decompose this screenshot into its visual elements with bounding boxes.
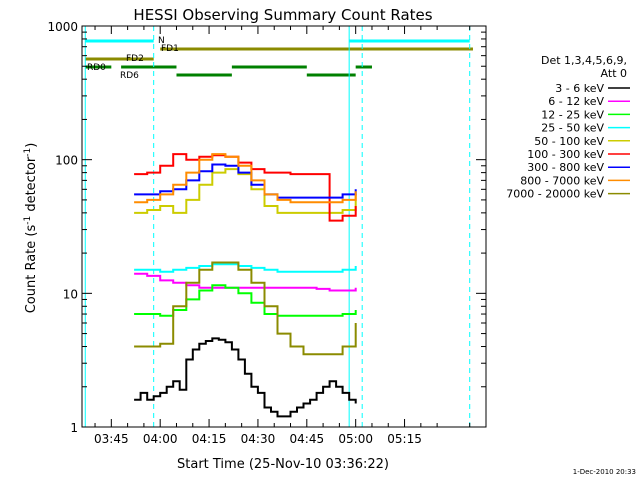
x-axis-ticks: 03:45 04:00 04:15 04:30 04:45 05:00 05:15 — [94, 26, 471, 446]
x-axis-label: Start Time (25-Nov-10 03:36:22) — [177, 457, 389, 472]
y-tick-label: 10 — [63, 287, 78, 301]
series-line-800-7000-kev — [134, 153, 357, 204]
x-tick-label: 03:45 — [94, 432, 129, 446]
legend-header-detectors: Det 1,3,4,5,6,9, — [541, 54, 627, 67]
y-axis-label: Count Rate (s-1 detector-1) — [23, 143, 39, 314]
legend-label-300-800-kev: 300 - 800 keV — [527, 161, 604, 174]
state-label-rd0: RD0 — [87, 63, 106, 73]
x-tick-label: 05:15 — [387, 432, 422, 446]
state-label-rd6: RD6 — [120, 71, 139, 81]
series-line-7000-20000-kev — [134, 261, 357, 356]
y-axis-label-sup2: -1 — [23, 148, 33, 157]
y-tick-label: 1 — [70, 421, 78, 435]
state-label-n: N — [158, 36, 165, 46]
legend-label-6-12-kev: 6 - 12 keV — [548, 95, 604, 108]
x-tick-label: 04:30 — [241, 432, 276, 446]
y-axis-label-end: ) — [24, 143, 39, 148]
y-axis-label-main: Count Rate (s — [24, 225, 39, 314]
y-tick-label: 1000 — [47, 20, 78, 34]
legend-label-800-7000-kev: 800 - 7000 keV — [520, 174, 604, 187]
series-line-3-6-kev — [134, 337, 357, 418]
footer-date: 1-Dec-2010 20:33 — [573, 468, 636, 476]
x-tick-label: 04:00 — [143, 432, 178, 446]
x-tick-label: 04:45 — [290, 432, 325, 446]
y-axis-label-mid: detector — [24, 156, 39, 216]
legend-label-7000-20000-kev: 7000 - 20000 keV — [506, 188, 604, 201]
state-label-fd2: FD2 — [126, 54, 144, 64]
x-tick-label: 04:15 — [192, 432, 227, 446]
y-tick-label: 100 — [55, 154, 78, 168]
legend-label-25-50-kev: 25 - 50 keV — [541, 122, 604, 135]
y-axis-ticks: 1 10 100 1000 — [47, 20, 486, 435]
x-tick-label: 05:00 — [338, 432, 373, 446]
legend-label-100-300-kev: 100 - 300 keV — [527, 148, 604, 161]
state-vlines-group — [84, 26, 471, 427]
legend-label-12-25-kev: 12 - 25 keV — [541, 108, 604, 121]
legend-header-attenuator: Att 0 — [601, 67, 627, 80]
state-label-fd1: FD1 — [161, 44, 179, 54]
legend-label-50-100-kev: 50 - 100 keV — [534, 135, 604, 148]
series-group — [134, 153, 357, 418]
plot-frame — [81, 25, 487, 428]
legend-label-3-6-kev: 3 - 6 keV — [555, 82, 604, 95]
chart-title: HESSI Observing Summary Count Rates — [133, 6, 432, 24]
y-axis-label-sup1: -1 — [23, 216, 33, 225]
